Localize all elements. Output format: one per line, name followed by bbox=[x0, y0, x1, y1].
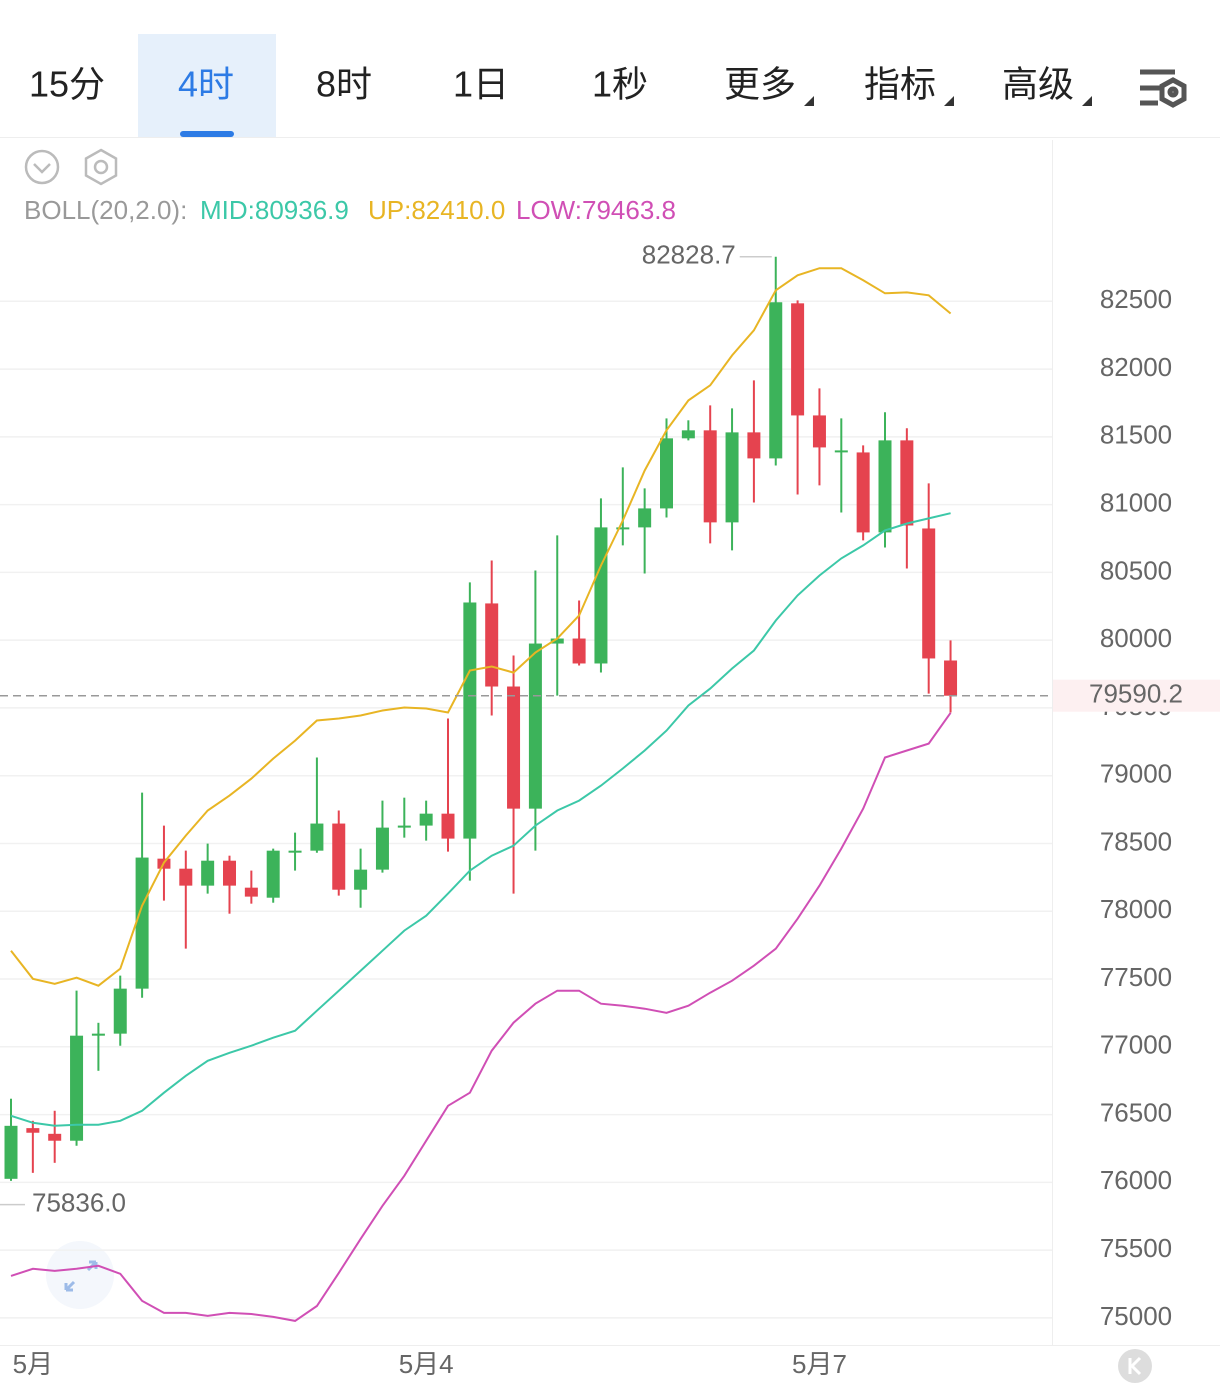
selected-tab-bg bbox=[138, 34, 276, 137]
y-tick-label: 80500 bbox=[1100, 555, 1172, 585]
x-tick-label: 5月7 bbox=[792, 1349, 847, 1379]
tab[interactable]: 4时 bbox=[178, 64, 234, 105]
watermark bbox=[46, 1241, 114, 1309]
candle-body bbox=[616, 527, 630, 530]
y-tick-label: 81000 bbox=[1100, 487, 1172, 517]
y-tick-label: 77500 bbox=[1100, 962, 1172, 992]
candle-body bbox=[878, 440, 892, 533]
dropdown-arrows bbox=[804, 96, 1092, 106]
tab[interactable]: 高级 bbox=[1002, 64, 1074, 105]
tab[interactable]: 指标 bbox=[864, 64, 936, 105]
candle-body bbox=[550, 638, 564, 644]
candle-body bbox=[747, 432, 761, 459]
candle-body bbox=[703, 430, 717, 523]
candle-body bbox=[463, 602, 477, 839]
legend-up: UP:82410.0 bbox=[368, 195, 505, 225]
last-price-bg bbox=[1053, 679, 1220, 712]
x-tick-label: 5月 bbox=[13, 1349, 53, 1379]
candle-body bbox=[201, 860, 215, 886]
annotation-label: 82828.7 bbox=[642, 240, 736, 270]
candle-body bbox=[681, 430, 695, 439]
y-tick-label: 82000 bbox=[1100, 352, 1172, 382]
candle-body bbox=[26, 1128, 40, 1133]
legend-low: LOW:79463.8 bbox=[516, 195, 676, 225]
candle-body bbox=[856, 452, 870, 533]
candle-body bbox=[769, 302, 783, 459]
legend-mid: MID:80936.9 bbox=[200, 195, 349, 225]
candle-body bbox=[812, 415, 826, 448]
settings-icon[interactable] bbox=[1140, 69, 1187, 108]
candle-body bbox=[507, 686, 521, 809]
candle-body bbox=[441, 813, 455, 839]
candle-body bbox=[223, 860, 236, 886]
candle-body bbox=[4, 1125, 18, 1179]
candle-body bbox=[179, 868, 193, 886]
last-price-label: 79590.2 bbox=[1089, 679, 1183, 709]
tab[interactable]: 8时 bbox=[316, 64, 372, 105]
legend-title: BOLL(20,2.0): bbox=[24, 195, 187, 225]
logo-mark bbox=[1128, 1356, 1142, 1376]
candle-body bbox=[332, 823, 346, 890]
y-tick-label: 79000 bbox=[1100, 759, 1172, 789]
y-tick-label: 78500 bbox=[1100, 826, 1172, 856]
candle-body bbox=[70, 1035, 84, 1141]
legend: BOLL(20,2.0): MID:80936.9 UP:82410.0 LOW:7… bbox=[24, 195, 676, 225]
y-tick-label: 78000 bbox=[1100, 894, 1172, 924]
y-tick-label: 76500 bbox=[1100, 1097, 1172, 1127]
candle-body bbox=[48, 1133, 62, 1141]
candle-body bbox=[397, 825, 411, 828]
candle-body bbox=[900, 440, 914, 526]
x-tick-label: 5月4 bbox=[399, 1349, 454, 1379]
candle-body bbox=[419, 813, 433, 826]
candle-body bbox=[791, 303, 805, 416]
boll-line bbox=[10, 512, 951, 1127]
candle-body bbox=[266, 850, 280, 898]
candle-body bbox=[310, 823, 324, 851]
tab[interactable]: 15分 bbox=[29, 64, 105, 105]
selected-tab-underline bbox=[180, 131, 234, 137]
tabs: 15分 4时 8时 1日 1秒 更多 指标 高级 bbox=[29, 64, 1074, 105]
y-tick-label: 80000 bbox=[1100, 623, 1172, 653]
y-tick-label: 76000 bbox=[1100, 1165, 1172, 1195]
logo-badge bbox=[1118, 1349, 1152, 1383]
y-tick-label: 81500 bbox=[1100, 420, 1172, 450]
candle-body bbox=[375, 827, 389, 870]
candle-body bbox=[922, 528, 936, 659]
candle-body bbox=[135, 857, 149, 989]
candle-body bbox=[944, 660, 958, 696]
candle-body bbox=[91, 1033, 105, 1036]
candle-body bbox=[354, 869, 368, 890]
boll-line bbox=[10, 712, 952, 1322]
candle-body bbox=[638, 508, 652, 528]
candle-body bbox=[660, 438, 673, 509]
y-tick-label: 77000 bbox=[1100, 1030, 1172, 1060]
candle-body bbox=[725, 432, 739, 523]
tab[interactable]: 1秒 bbox=[592, 64, 648, 105]
candle-body bbox=[288, 850, 302, 853]
candle-body bbox=[113, 988, 127, 1034]
collapse-icon[interactable] bbox=[24, 149, 60, 185]
candle-body bbox=[572, 638, 586, 664]
annotation-label: 75836.0 bbox=[32, 1187, 126, 1217]
y-tick-label: 75000 bbox=[1100, 1301, 1172, 1331]
candle-body bbox=[594, 527, 608, 664]
candle-body bbox=[528, 643, 542, 809]
candle-body bbox=[485, 603, 499, 687]
y-tick-label: 75500 bbox=[1100, 1233, 1172, 1263]
tab[interactable]: 1日 bbox=[453, 64, 509, 105]
candle-body bbox=[244, 887, 258, 897]
candle-body bbox=[834, 450, 848, 453]
tab[interactable]: 更多 bbox=[724, 64, 796, 105]
settings-hex-icon[interactable] bbox=[84, 148, 118, 186]
boll-line bbox=[10, 267, 952, 987]
plot: 75000 75500 76000 76500 77000 77500 78000 78500… bbox=[0, 240, 1220, 1379]
y-tick-label: 82500 bbox=[1100, 284, 1172, 314]
